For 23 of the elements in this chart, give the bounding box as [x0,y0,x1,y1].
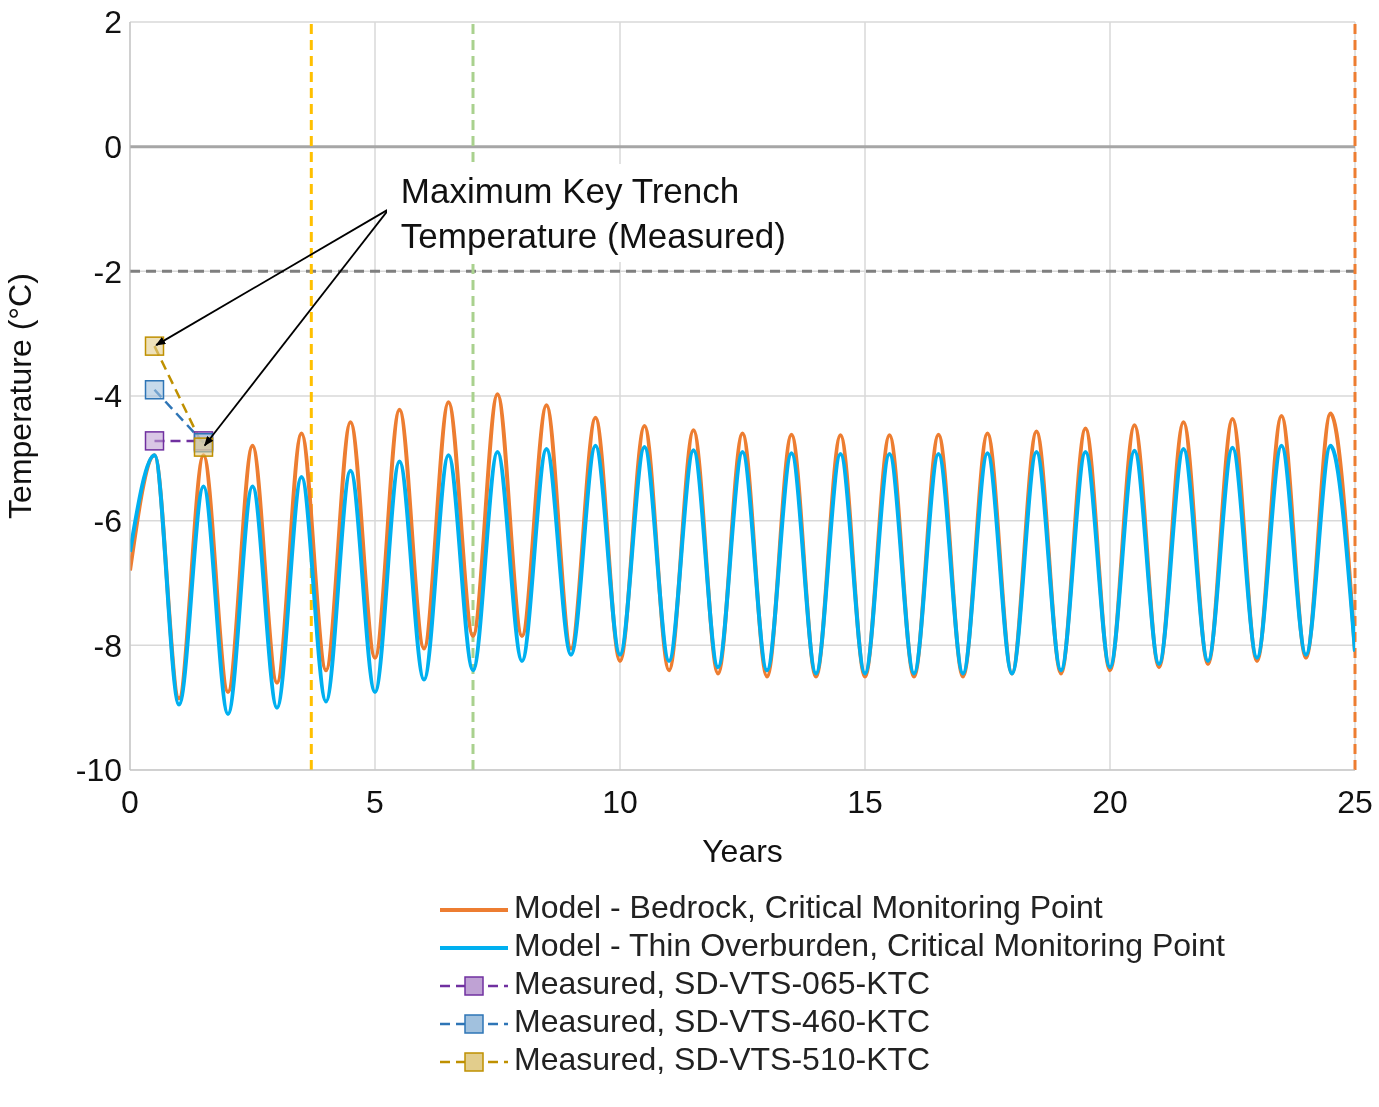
y-tick-label: -10 [75,752,122,789]
legend-label: Measured, SD-VTS-065-KTC [514,965,931,1001]
x-tick-label: 10 [602,783,638,820]
x-tick-label: 20 [1092,783,1128,820]
annotation: Maximum Key Trench Temperature (Measured) [386,164,855,263]
legend-label: Model - Thin Overburden, Critical Monitoring Point [514,927,1225,963]
x-tick-label: 15 [847,783,883,820]
line-series [130,443,1355,716]
y-tick-label: 2 [104,4,122,41]
legend-label: Measured, SD-VTS-460-KTC [514,1003,931,1039]
y-tick-label: -4 [93,378,122,415]
legend-label: Measured, SD-VTS-510-KTC [514,1041,931,1077]
x-tick-label: 5 [366,783,384,820]
legend-label: Model - Bedrock, Critical Monitoring Point [514,889,1103,925]
y-tick-label: -6 [93,503,122,540]
point [144,431,165,451]
x-axis-title: Years [702,833,783,869]
y-tick-label: -2 [93,253,122,290]
y-tick-label: 0 [104,129,122,166]
x-tick-label: 25 [1337,783,1373,820]
y-tick-label: -8 [93,627,122,664]
y-axis-title: Temperature (°C) [2,273,39,519]
point [144,380,165,400]
